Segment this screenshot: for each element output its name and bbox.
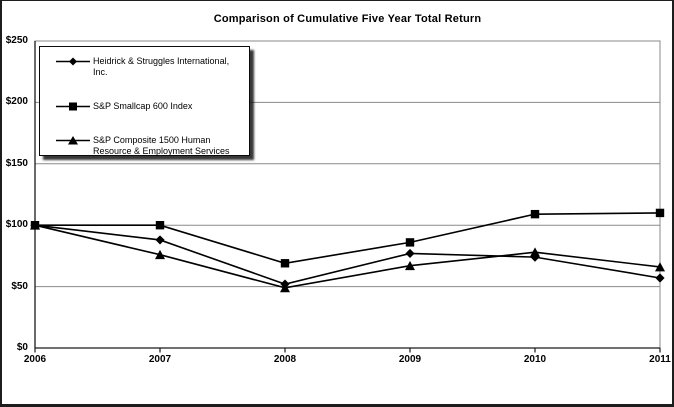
legend-item-sp-smallcap-600: S&P Smallcap 600 Index [56, 101, 243, 112]
y-axis-label: $200 [5, 96, 28, 108]
legend-item-heidrick-struggles: Heidrick & Struggles International, Inc. [56, 56, 243, 78]
square-marker-icon [56, 102, 90, 111]
x-axis-label: 2006 [23, 354, 47, 365]
legend-label-heidrick-struggles: Heidrick & Struggles International, Inc. [93, 56, 230, 77]
y-axis-label: $0 [16, 342, 28, 353]
x-axis-label: 2010 [523, 354, 547, 365]
chart-title: Comparison of Cumulative Five Year Total… [213, 13, 482, 25]
x-axis-label: 2007 [148, 354, 172, 365]
x-axis-label: 2011 [649, 354, 671, 365]
x-axis-label: 2008 [273, 354, 297, 365]
y-axis-label: $100 [5, 219, 28, 231]
y-axis-label: $250 [5, 35, 28, 46]
y-axis-label: $50 [11, 280, 28, 292]
chart-legend: Heidrick & Struggles International, Inc.… [39, 46, 250, 156]
triangle-marker-icon [56, 136, 90, 145]
legend-item-sp-composite-1500: S&P Composite 1500 Human Resource & Empl… [56, 135, 243, 157]
legend-label-sp-composite-1500: S&P Composite 1500 Human Resource & Empl… [93, 135, 230, 156]
legend-label-sp-smallcap-600: S&P Smallcap 600 Index [93, 101, 193, 111]
y-axis-label: $150 [5, 157, 28, 169]
diamond-marker-icon [56, 57, 90, 66]
x-axis-label: 2009 [398, 354, 422, 365]
